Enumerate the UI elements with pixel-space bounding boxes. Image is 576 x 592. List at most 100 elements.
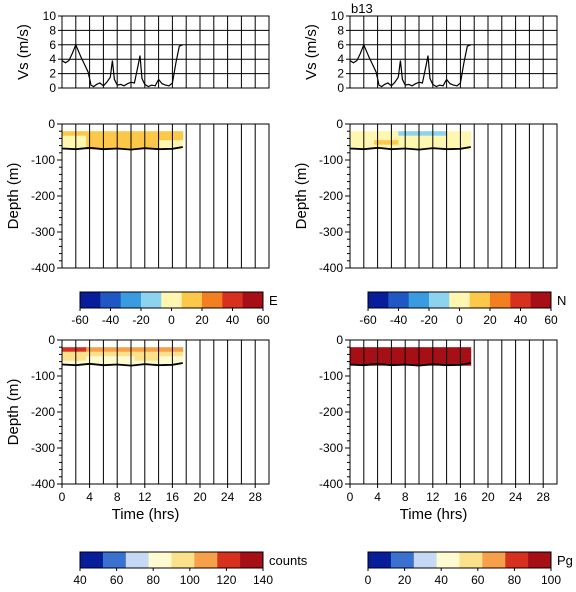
y-tick-label: -100: [31, 153, 55, 167]
y-tick-label: -300: [319, 441, 343, 455]
heatmap-cell: [446, 356, 472, 362]
colorbar-tick-label: 20: [195, 313, 209, 327]
y-tick-label: 8: [337, 23, 344, 37]
heatmap-cell: [62, 360, 87, 366]
colorbar-swatch: [100, 292, 121, 308]
colorbar-tick-label: 0: [168, 313, 175, 327]
heatmap-cell: [446, 131, 472, 137]
heatmap-cell: [62, 140, 87, 146]
colorbar-swatch: [490, 292, 511, 308]
colorbar-label: Pg: [557, 553, 573, 568]
y-tick-label: -400: [31, 261, 55, 275]
seabed-line: [61, 362, 183, 367]
heatmap-cell: [350, 140, 375, 146]
y-tick-label: 0: [336, 117, 343, 131]
y-axis-label: Depth (m): [5, 379, 22, 446]
colorbar-frame: [367, 551, 552, 569]
heatmap-cell: [158, 356, 184, 362]
colorbar-swatch: [368, 552, 392, 568]
y-axis-label: Depth (m): [5, 163, 22, 230]
colorbar-E: -60 -40 -20 0 20 40 60 E: [71, 291, 278, 327]
heatmap-cell: [158, 144, 184, 150]
y-tick-label: 8: [49, 23, 56, 37]
x-tick-label: 28: [537, 490, 551, 504]
depth-panel-E: 0 -100 -200 -300 -400 Depth (m): [5, 117, 270, 275]
heatmap-cell: [422, 144, 447, 150]
heatmap-cell: [422, 356, 447, 362]
colorbar-swatch: [102, 552, 127, 568]
heatmap-cell: [62, 135, 87, 141]
heatmap-cell: [350, 131, 375, 137]
x-tick-label: 20: [193, 490, 207, 504]
x-tick-label: 12: [138, 490, 152, 504]
heatmap-cell: [134, 347, 159, 353]
colorbar-tick-label: 80: [508, 573, 522, 587]
x-tick-label: 8: [402, 490, 409, 504]
heatmap-cell: [62, 356, 87, 362]
heatmap-cell: [446, 135, 472, 141]
colorbar-tick-label: 60: [471, 573, 485, 587]
colorbar-swatch: [510, 292, 531, 308]
colorbar-swatch: [120, 292, 142, 308]
colorbar-tick-label: -40: [102, 313, 120, 327]
heatmap-cell: [350, 135, 375, 141]
colorbar-label: E: [269, 293, 278, 308]
seabed-line: [349, 362, 471, 367]
y-tick-label: -400: [319, 477, 343, 491]
y-tick-label: 0: [336, 333, 343, 347]
heatmap-cell: [422, 135, 447, 141]
colorbar-tick-label: 60: [256, 313, 270, 327]
colorbar-swatch: [388, 292, 409, 308]
colorbar-swatch: [505, 552, 529, 568]
colorbar-tick-label: 0: [365, 573, 372, 587]
heatmap-cell: [62, 131, 87, 137]
heatmap-cell: [374, 135, 399, 141]
y-axis-label: Depth (m): [293, 163, 310, 230]
heatmap-cell: [86, 135, 111, 141]
x-tick-label: 24: [509, 490, 523, 504]
y-tick-label: -200: [319, 189, 343, 203]
y-tick-label: -200: [31, 405, 55, 419]
y-tick-label: -200: [319, 405, 343, 419]
heatmap-cell: [374, 356, 399, 362]
y-tick-label: 6: [337, 38, 344, 52]
colorbar-tick-label: -60: [359, 313, 377, 327]
y-tick-label: -100: [319, 153, 343, 167]
depth-panel-N: 0 -100 -200 -300 -400 Depth (m): [293, 117, 558, 275]
y-tick-label: 6: [49, 38, 56, 52]
heatmap-cell: [374, 131, 399, 137]
heatmap-cell: [398, 140, 423, 146]
x-axis-label: Time (hrs): [400, 506, 468, 523]
colorbar-tick-label: 80: [147, 573, 161, 587]
y-tick-label: -300: [31, 441, 55, 455]
x-tick-label: 20: [481, 490, 495, 504]
heatmap-cell: [446, 140, 472, 146]
heatmap-cell: [134, 135, 159, 141]
heatmap-cell: [110, 347, 135, 353]
heatmap-cell: [398, 131, 423, 137]
y-tick-label: 0: [48, 117, 55, 131]
heatmap-cell: [134, 360, 159, 366]
colorbar-swatch: [80, 552, 104, 568]
seabed-line: [61, 146, 183, 151]
heatmap-cell: [422, 347, 447, 353]
y-tick-label: 0: [49, 81, 56, 95]
heatmap-cell: [422, 360, 447, 366]
heatmap-cell: [398, 360, 423, 366]
heatmap-cell: [110, 131, 135, 137]
heatmap-cell: [374, 360, 399, 366]
colorbar-Pg: 0 20 40 60 80 100 Pg: [365, 551, 573, 587]
heatmap-cell: [86, 131, 111, 137]
y-tick-label: 0: [337, 81, 344, 95]
heatmap-cell: [134, 131, 159, 137]
heatmap-cell: [374, 144, 399, 150]
heatmap-cell: [158, 360, 184, 366]
heatmap-cell: [62, 144, 87, 150]
colorbar-swatch: [161, 292, 182, 308]
y-tick-label: 2: [49, 67, 56, 81]
colorbar-label: N: [557, 293, 566, 308]
colorbar-swatch: [368, 292, 389, 308]
x-tick-label: 16: [454, 490, 468, 504]
y-tick-label: -200: [31, 189, 55, 203]
